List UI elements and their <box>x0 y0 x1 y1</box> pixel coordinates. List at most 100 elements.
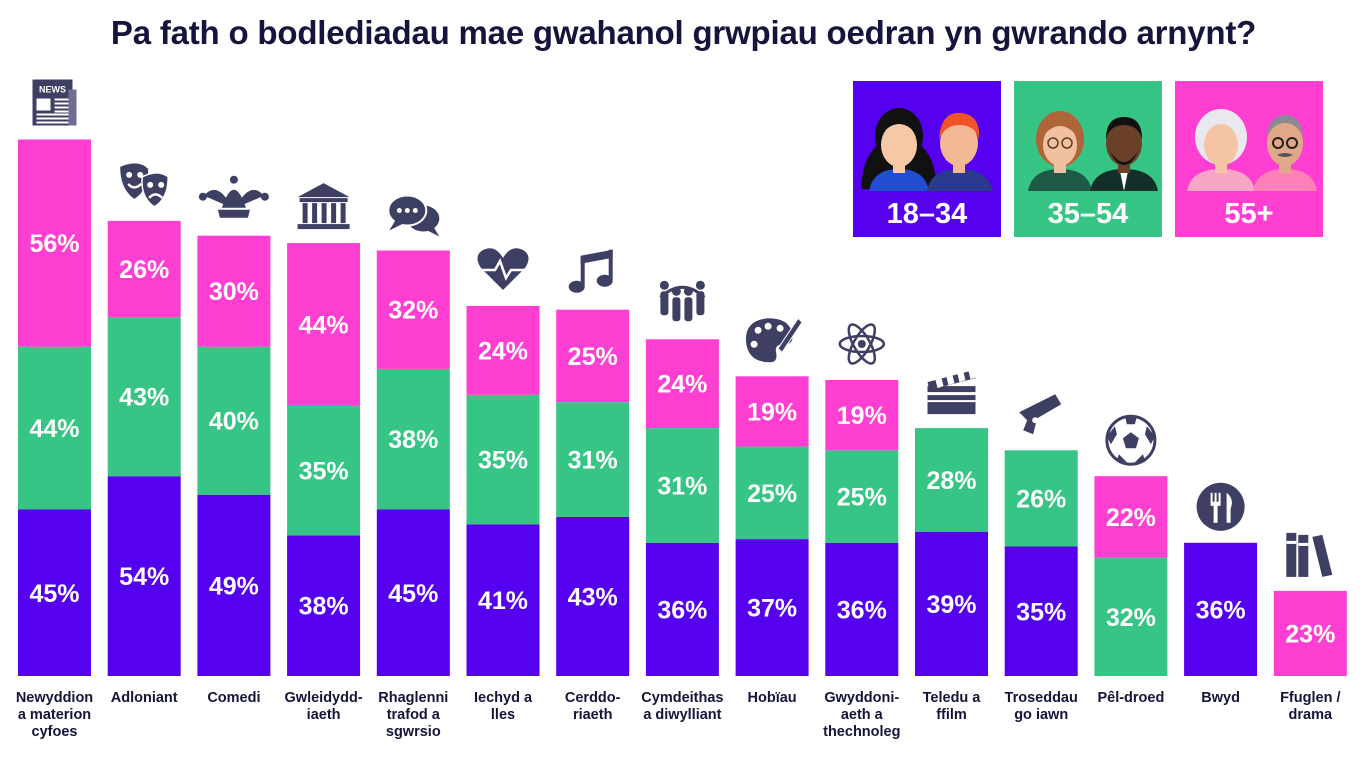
bar-segment <box>466 524 540 676</box>
legend-swatch-35-54 <box>1014 191 1162 237</box>
category-label: Hobïau <box>748 690 797 706</box>
clapperboard-icon <box>927 369 977 415</box>
legend-item-18-34: 18–34 <box>853 81 1001 237</box>
bar-segment <box>18 139 91 347</box>
bar-segment <box>645 339 719 429</box>
data-label: 31% <box>657 472 707 500</box>
category-label: Gwleidydd-iaeth <box>285 690 363 723</box>
category-label: Cerddo-riaeth <box>565 690 621 723</box>
legend-swatch-55-plus <box>1175 191 1323 237</box>
bar-segment <box>197 494 271 676</box>
category-label: Pêl-droed <box>1097 690 1164 706</box>
data-label: 30% <box>209 278 259 306</box>
music-note-icon <box>568 249 613 293</box>
data-label: 31% <box>568 447 618 475</box>
bar-segment <box>107 317 181 477</box>
speech-bubbles-icon <box>387 194 440 237</box>
data-label: 36% <box>837 596 887 624</box>
bar-segment <box>376 509 450 676</box>
data-label: 19% <box>837 402 887 430</box>
data-label: 26% <box>119 256 169 284</box>
middle-aged-people-illustration-icon <box>1014 81 1162 191</box>
bar-segment <box>107 220 181 318</box>
bar-segment <box>825 542 899 676</box>
atom-icon <box>838 323 886 365</box>
books-icon <box>1286 532 1333 577</box>
heartbeat-icon <box>475 248 531 290</box>
jester-hat-icon <box>198 175 269 218</box>
legend-item-35-54: 35–54 <box>1014 81 1162 237</box>
data-label: 25% <box>747 480 797 508</box>
bar-segment <box>376 368 450 510</box>
data-label: 43% <box>568 583 618 611</box>
data-label: 28% <box>926 467 976 495</box>
data-label: 22% <box>1106 504 1156 532</box>
bar-segment <box>466 306 540 395</box>
category-label: Bwyd <box>1201 690 1240 706</box>
data-label: 44% <box>29 415 79 443</box>
category-label: Ffuglen / drama <box>1280 690 1340 723</box>
bar-segment <box>287 243 361 406</box>
young-people-illustration-icon <box>853 81 1001 191</box>
bar-segment <box>1004 546 1078 676</box>
bar-segment <box>735 539 809 676</box>
data-label: 56% <box>29 230 79 258</box>
bar-segment <box>735 446 809 540</box>
bar-segment <box>645 542 719 676</box>
fork-knife-icon <box>1196 482 1245 531</box>
data-label: 25% <box>837 484 887 512</box>
bar-segment <box>466 394 540 525</box>
data-label: 35% <box>478 447 528 475</box>
category-label: Teledu a ffilm <box>923 690 982 723</box>
bar-segment <box>1004 450 1078 547</box>
data-label: 35% <box>1016 598 1066 626</box>
bar-segment <box>287 535 361 676</box>
svg-text:NEWS: NEWS <box>39 85 66 95</box>
bar-segment <box>645 428 719 543</box>
bar-segment <box>18 346 91 510</box>
data-label: 38% <box>299 593 349 621</box>
data-label: 44% <box>299 312 349 340</box>
data-label: 54% <box>119 563 169 591</box>
paint-palette-icon <box>745 317 803 363</box>
bar-segment <box>1273 590 1347 676</box>
data-label: 24% <box>478 337 528 365</box>
pistol-icon <box>1019 394 1062 435</box>
data-label: 49% <box>209 572 259 600</box>
data-label: 26% <box>1016 485 1066 513</box>
category-label: Gwyddoni-aeth a thechnoleg <box>823 690 900 740</box>
data-label: 19% <box>747 398 797 426</box>
data-label: 23% <box>1285 620 1335 648</box>
newspaper-icon: NEWS <box>32 79 77 126</box>
data-label: 24% <box>657 371 707 399</box>
bar-segment <box>197 346 271 495</box>
theatre-masks-icon <box>120 163 169 208</box>
category-label: Iechyd a lles <box>474 690 533 723</box>
bar-segment <box>1184 542 1258 676</box>
category-label: Comedi <box>207 690 260 706</box>
older-people-illustration-icon <box>1175 81 1323 191</box>
government-building-icon <box>297 183 350 230</box>
data-label: 45% <box>388 580 438 608</box>
data-label: 40% <box>209 408 259 436</box>
bar-segment <box>915 531 988 676</box>
category-label: Rhaglenni trafod a sgwrsio <box>378 690 448 740</box>
legend-item-55-plus: 55+ <box>1175 81 1323 237</box>
data-label: 39% <box>926 591 976 619</box>
bar-segment <box>18 509 91 676</box>
bar-segment <box>825 380 899 451</box>
bar-segment <box>1094 557 1168 676</box>
data-label: 32% <box>1106 604 1156 632</box>
chart-title: Pa fath o bodlediadau mae gwahanol grwpi… <box>110 14 1257 51</box>
bar-segment <box>376 250 450 369</box>
bar-segment <box>735 376 809 447</box>
category-label: Newyddion a materion cyfoes <box>16 690 93 740</box>
bar-segment <box>556 516 630 676</box>
bar-segment <box>915 428 988 532</box>
bar-segment <box>825 450 899 543</box>
data-label: 36% <box>1196 596 1246 624</box>
bar-segment <box>197 235 271 347</box>
category-label: Troseddau go iawn <box>1005 690 1078 723</box>
bar-segment <box>556 309 630 403</box>
bar-segment <box>556 402 630 517</box>
